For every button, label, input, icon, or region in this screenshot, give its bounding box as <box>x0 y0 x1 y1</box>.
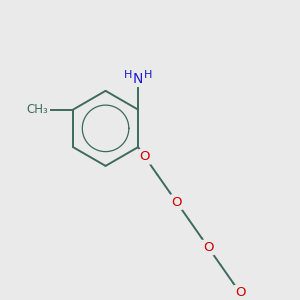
Text: O: O <box>140 150 150 163</box>
Text: N: N <box>133 72 143 86</box>
Text: CH₃: CH₃ <box>27 103 48 116</box>
Text: O: O <box>203 241 214 254</box>
Text: O: O <box>171 196 182 208</box>
Text: H: H <box>124 70 132 80</box>
Text: O: O <box>235 286 245 299</box>
Text: H: H <box>144 70 152 80</box>
